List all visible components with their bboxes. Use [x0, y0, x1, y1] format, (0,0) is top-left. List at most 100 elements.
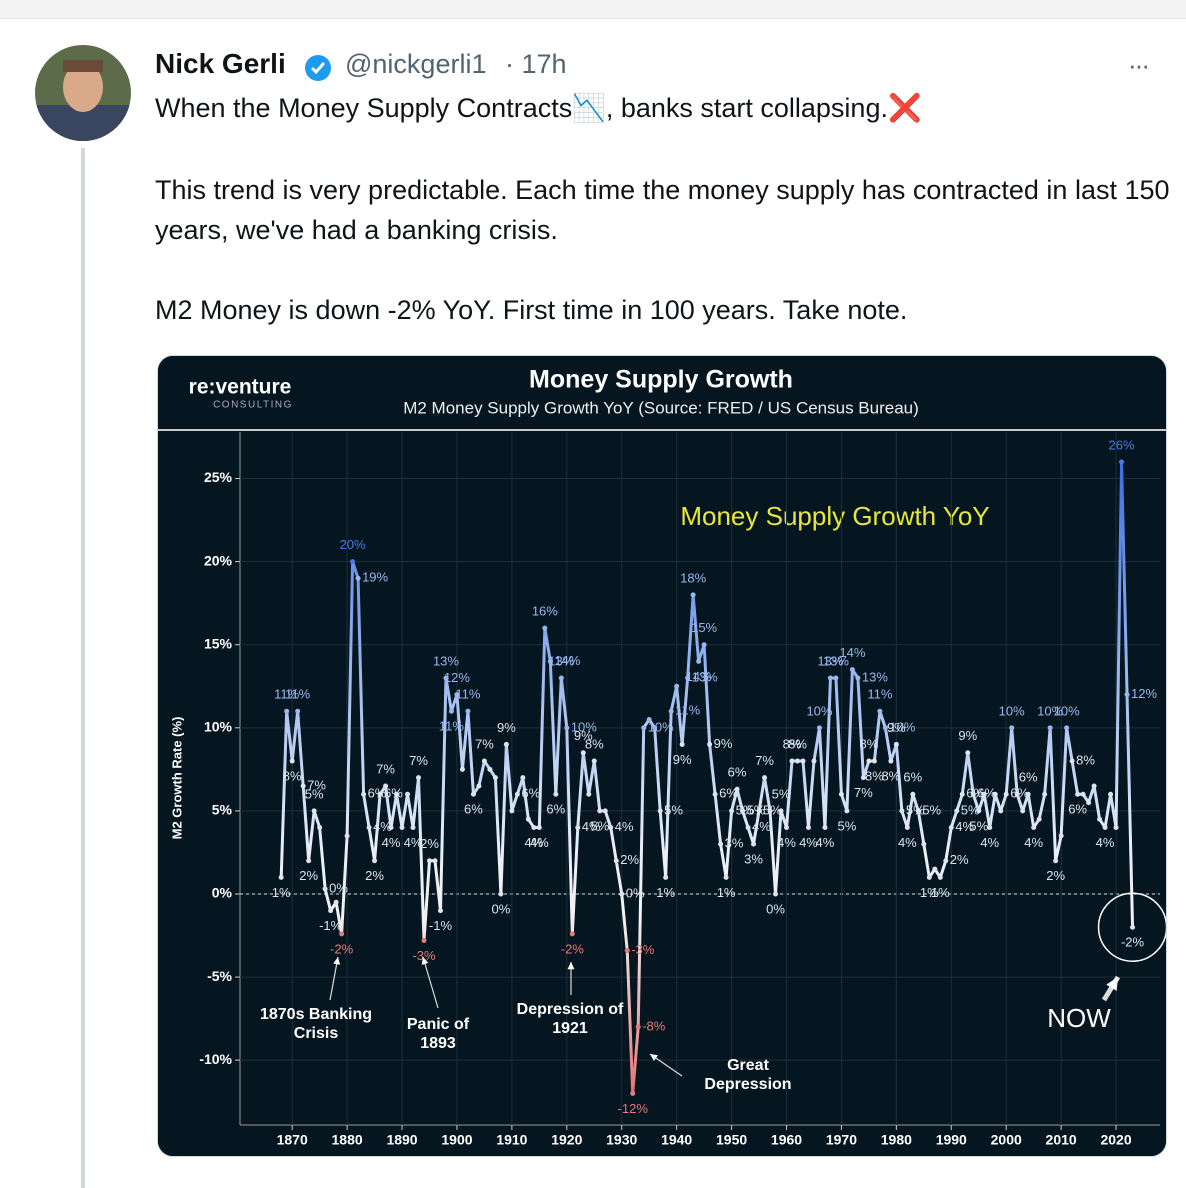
data-label: 6% — [903, 770, 922, 785]
data-label: 9% — [574, 728, 593, 743]
data-label: 7% — [307, 777, 326, 792]
arrow-head — [1106, 977, 1118, 991]
data-label: 5% — [906, 802, 925, 817]
data-point — [284, 708, 290, 714]
data-label: 10% — [999, 703, 1025, 718]
x-tick-label: 1940 — [661, 1132, 692, 1148]
data-point — [652, 725, 658, 731]
data-label: 9% — [887, 720, 906, 735]
data-point — [701, 642, 707, 648]
data-label: 10% — [1037, 703, 1063, 718]
data-label: 20% — [340, 537, 366, 552]
data-point — [564, 725, 570, 731]
data-label: 8% — [783, 736, 802, 751]
data-label: 14% — [686, 669, 712, 684]
data-point — [317, 825, 323, 831]
data-point — [1014, 791, 1020, 797]
chart-bg — [158, 356, 1166, 1156]
data-label: 6% — [368, 786, 387, 801]
data-point — [509, 808, 515, 814]
data-point — [987, 825, 993, 831]
x-tick-label: 2000 — [991, 1132, 1022, 1148]
brand: re:venture — [189, 376, 292, 399]
data-label: -1% — [319, 918, 343, 933]
data-label: 5% — [747, 802, 766, 817]
data-point — [751, 841, 757, 847]
data-point — [421, 938, 427, 944]
annotation-arrow — [329, 956, 339, 1001]
data-point — [1097, 816, 1103, 822]
y-tick-label: 15% — [204, 635, 233, 651]
data-label: 8% — [865, 768, 884, 783]
data-label: 4% — [1024, 835, 1043, 850]
data-point — [773, 891, 779, 897]
annotation: 1870s Banking Crisis — [260, 1006, 372, 1042]
data-point — [383, 783, 389, 789]
x-tick-label: 1870 — [277, 1132, 308, 1148]
data-point — [1020, 808, 1026, 814]
author-name[interactable]: Nick Gerli — [155, 48, 286, 79]
data-point — [932, 866, 938, 872]
data-point — [745, 825, 751, 831]
data-label: 13% — [548, 653, 574, 668]
data-point — [558, 675, 564, 681]
data-label: 10% — [571, 719, 597, 734]
data-point — [888, 758, 894, 764]
data-point — [487, 766, 493, 772]
data-point — [416, 775, 422, 781]
y-tick-label: -5% — [207, 968, 232, 984]
data-label: 9% — [497, 720, 516, 735]
x-tick-label: 1900 — [441, 1132, 472, 1148]
data-point — [476, 783, 482, 789]
more-menu[interactable]: ··· — [1128, 50, 1150, 80]
data-label: -2% — [330, 941, 354, 956]
avatar[interactable] — [35, 45, 131, 141]
data-label: 8% — [859, 736, 878, 751]
data-label: -1% — [429, 918, 453, 933]
data-point — [1108, 791, 1114, 797]
data-point — [1031, 825, 1037, 831]
data-point — [602, 808, 608, 814]
data-point — [740, 808, 746, 814]
data-label: 8% — [585, 736, 604, 751]
data-point — [1075, 791, 1081, 797]
data-label: 6% — [521, 786, 540, 801]
data-label: 13% — [433, 653, 459, 668]
y-tick-label: 0% — [212, 885, 233, 901]
data-label: 14% — [554, 653, 580, 668]
data-label: -3% — [412, 948, 436, 963]
data-point — [553, 791, 559, 797]
data-point — [1102, 825, 1108, 831]
data-point — [525, 816, 531, 822]
data-point — [410, 825, 416, 831]
data-point — [388, 825, 394, 831]
now-circle — [1097, 892, 1166, 962]
data-point — [1047, 725, 1053, 731]
chart: re:venture CONSULTING Money Supply Growt… — [158, 356, 1166, 1156]
data-label: 4% — [816, 835, 835, 850]
brand-sub: CONSULTING — [213, 400, 293, 411]
data-point — [608, 825, 614, 831]
data-label: 11% — [274, 687, 299, 702]
data-point — [926, 874, 932, 880]
data-label: 7% — [755, 753, 774, 768]
media-card[interactable]: re:venture CONSULTING Money Supply Growt… — [157, 355, 1167, 1157]
y-tick-label: 20% — [204, 552, 233, 568]
data-label: 6% — [728, 765, 747, 780]
tweet-text: M2 Money is down -2% YoY. First time in … — [155, 295, 908, 325]
data-label: 0% — [626, 885, 645, 900]
data-label: 6% — [464, 802, 483, 817]
data-point — [805, 825, 811, 831]
timestamp[interactable]: · 17h — [505, 49, 567, 79]
data-point — [778, 808, 784, 814]
data-label: 6% — [1019, 770, 1038, 785]
data-label: 2% — [420, 836, 439, 851]
data-point — [981, 791, 987, 797]
data-label: 2% — [365, 868, 384, 883]
data-point — [619, 891, 625, 897]
data-label: 7% — [854, 785, 873, 800]
data-point — [674, 683, 680, 689]
data-label: 6% — [977, 786, 996, 801]
data-point — [690, 592, 696, 598]
handle[interactable]: @nickgerli1 — [345, 49, 487, 79]
